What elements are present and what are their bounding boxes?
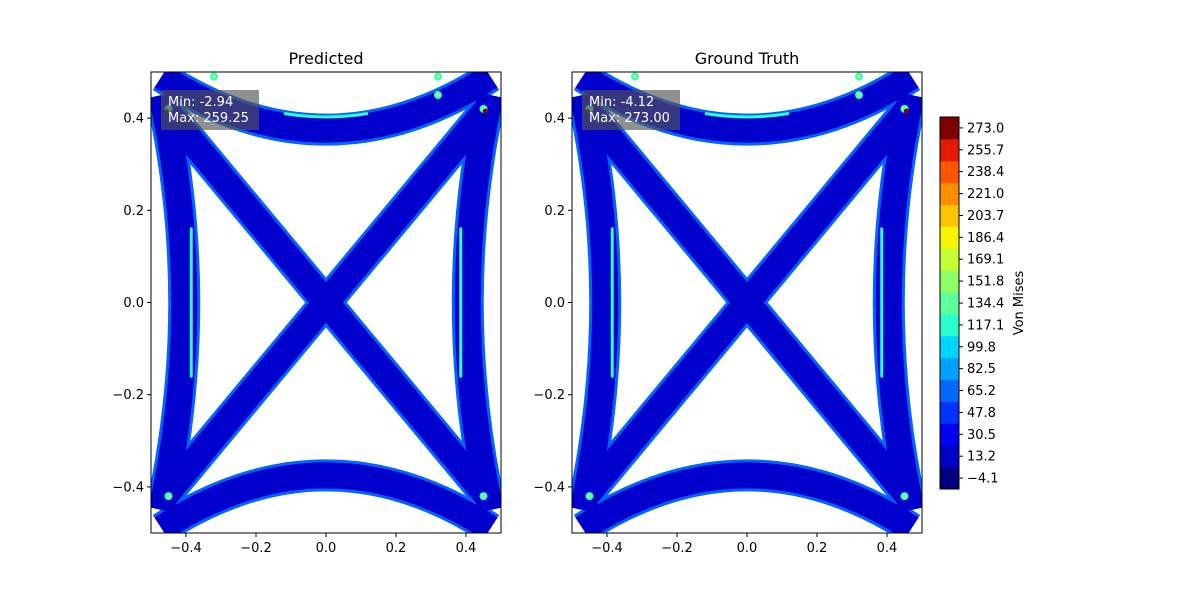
field-hotspot [212, 74, 216, 79]
field-hotspot [902, 494, 907, 499]
x-tick-label: 0.2 [807, 541, 828, 556]
y-axis: −0.4 −0.2 0.0 0.2 0.4 [112, 112, 151, 495]
heatmap-field [572, 72, 922, 533]
x-tick-label: 0.4 [877, 541, 898, 556]
colorbar-tick-label: 117.1 [967, 318, 1004, 333]
y-tick-label: 0.0 [544, 296, 565, 311]
field-hotspot [857, 74, 861, 79]
colorbar-tick-label: 255.7 [967, 143, 1004, 158]
colorbar-tick-label: 238.4 [967, 165, 1004, 180]
field-beam [155, 100, 497, 505]
field-arc [575, 462, 919, 533]
plot-panel-ground-truth: Ground Truth −0.4 −0.2 0.0 0.2 0.4 −0.4 −0.2 0… [533, 49, 923, 556]
colorbar-tick-label: 151.8 [967, 275, 1004, 290]
min-label: Min: -2.94 [168, 95, 233, 110]
field-arc [154, 462, 498, 533]
colorbar-band [940, 335, 959, 359]
colorbar-band [940, 467, 959, 490]
field-highlight [704, 112, 790, 119]
y-tick-label: 0.4 [123, 112, 144, 127]
colorbar-tick-label: 65.2 [967, 384, 996, 399]
field-hotspot [587, 494, 592, 499]
colorbar-ticks: −4.1 13.2 30.5 47.8 65.2 82.5 99.8 117.1 134.4 15… [959, 121, 1004, 487]
colorbar-band [940, 270, 959, 293]
annotation-box [161, 90, 259, 130]
max-label: Max: 273.00 [589, 111, 670, 126]
x-tick-label: 0.0 [316, 541, 337, 556]
field-hotspot [436, 93, 440, 98]
colorbar-band [940, 379, 959, 402]
colorbar: −4.1 13.2 30.5 47.8 65.2 82.5 99.8 117.1 134.4 15… [939, 116, 1027, 490]
field-hotspot [166, 494, 171, 499]
field-highlight [283, 112, 369, 119]
field-arc [875, 92, 922, 513]
x-tick-label: 0.2 [386, 541, 407, 556]
y-tick-label: −0.2 [112, 388, 144, 403]
field-hotspot [857, 93, 861, 98]
y-tick-label: −0.4 [112, 480, 144, 495]
field-hotspot [436, 74, 440, 79]
colorbar-band [940, 138, 959, 162]
colorbar-tick-label: −4.1 [967, 472, 999, 487]
colorbar-tick-label: 13.2 [967, 450, 996, 465]
x-tick-label: −0.2 [240, 541, 272, 556]
y-axis: −0.4 −0.2 0.0 0.2 0.4 [533, 112, 572, 495]
colorbar-tick-label: 30.5 [967, 428, 996, 443]
plot-panel-predicted: Predicted −0.4 −0.2 0.0 0.2 0.4 −0.4 −0.2 0.0 0… [112, 49, 502, 556]
field-hotspot [481, 494, 486, 499]
colorbar-band [940, 401, 959, 424]
colorbar-label: Von Mises [1012, 270, 1027, 335]
x-tick-label: −0.4 [591, 541, 623, 556]
field-beam [576, 100, 918, 505]
stats-annotation: Min: -4.12 Max: 273.00 [582, 90, 680, 130]
y-tick-label: 0.0 [123, 296, 144, 311]
plot-title: Predicted [288, 49, 363, 68]
colorbar-tick-label: 82.5 [967, 362, 996, 377]
colorbar-tick-label: 99.8 [967, 340, 996, 355]
colorbar-tick-label: 47.8 [967, 406, 996, 421]
field-peak [482, 108, 488, 114]
stats-annotation: Min: -2.94 Max: 259.25 [161, 90, 259, 130]
colorbar-tick-label: 273.0 [967, 121, 1004, 136]
colorbar-band [940, 423, 959, 446]
colorbar-band [940, 292, 959, 315]
x-tick-label: −0.2 [661, 541, 693, 556]
colorbar-band [940, 445, 959, 468]
colorbar-tick-label: 221.0 [967, 187, 1004, 202]
min-label: Min: -4.12 [589, 95, 654, 110]
y-tick-label: 0.2 [544, 204, 565, 219]
field-arc [151, 92, 198, 513]
heatmap-field [151, 72, 501, 533]
annotation-box [582, 90, 680, 130]
max-label: Max: 259.25 [168, 111, 249, 126]
y-tick-label: 0.2 [123, 204, 144, 219]
colorbar-band [940, 117, 959, 140]
x-tick-label: −0.4 [170, 541, 202, 556]
x-tick-label: 0.4 [456, 541, 477, 556]
y-tick-label: −0.4 [533, 480, 565, 495]
colorbar-tick-label: 134.4 [967, 297, 1004, 312]
x-axis: −0.4 −0.2 0.0 0.2 0.4 [591, 533, 897, 556]
colorbar-band [940, 313, 959, 337]
colorbar-band [940, 160, 959, 184]
colorbar-tick-label: 169.1 [967, 253, 1004, 268]
field-arc [454, 92, 501, 513]
field-peak [903, 108, 909, 114]
colorbar-bands [940, 117, 959, 490]
y-tick-label: −0.2 [533, 388, 565, 403]
colorbar-tick-label: 203.7 [967, 209, 1004, 224]
x-axis: −0.4 −0.2 0.0 0.2 0.4 [170, 533, 476, 556]
colorbar-tick-label: 186.4 [967, 231, 1004, 246]
colorbar-band [940, 182, 959, 206]
colorbar-band [940, 226, 959, 249]
colorbar-band [940, 204, 959, 227]
colorbar-band [940, 357, 959, 381]
field-arc [572, 92, 619, 513]
x-tick-label: 0.0 [737, 541, 758, 556]
field-hotspot [633, 74, 637, 79]
colorbar-band [940, 248, 959, 271]
y-tick-label: 0.4 [544, 112, 565, 127]
plot-title: Ground Truth [695, 49, 800, 68]
